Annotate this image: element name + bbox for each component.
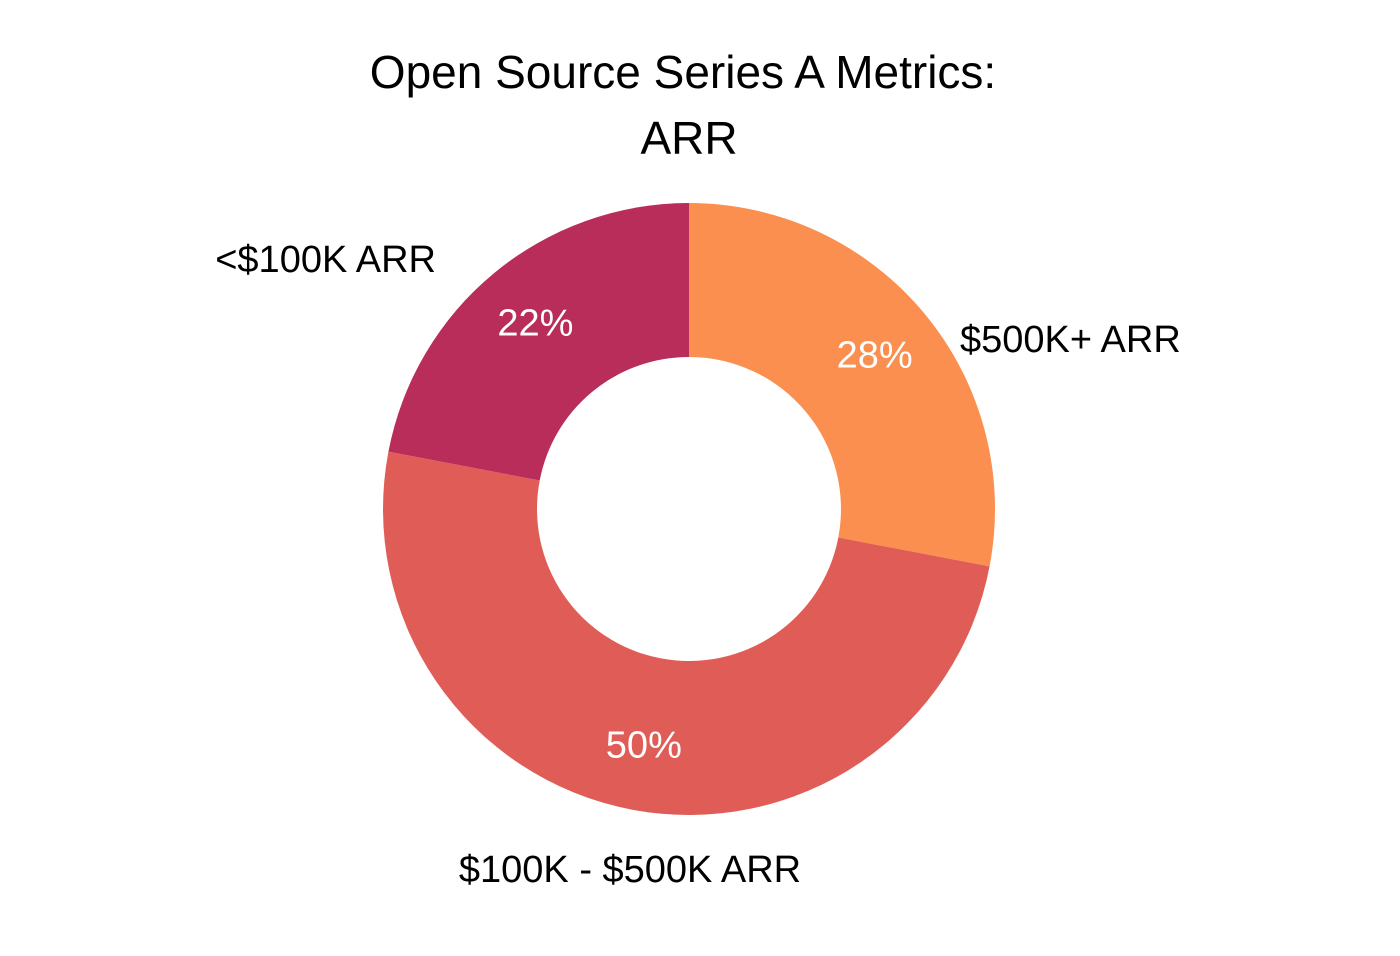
chart-title-line-2: ARR [640, 112, 737, 164]
percent-label-100k-500k-arr: 50% [606, 725, 682, 767]
chart-title-line-1: Open Source Series A Metrics: [370, 46, 996, 98]
slice-100k-500k-arr [383, 451, 990, 815]
percent-labels: 28% 50% 22% [497, 302, 912, 766]
slice-label-500k-plus: $500K+ ARR [960, 319, 1181, 361]
slice-500k-arr [689, 203, 995, 567]
donut-slices [383, 203, 995, 815]
slice-label-under-100k: <$100K ARR [215, 239, 436, 281]
percent-label-100k-arr: 22% [497, 302, 573, 344]
slice-100k-arr [388, 203, 689, 481]
percent-label-500k-arr: 28% [837, 334, 913, 376]
slice-label-100k-500k: $100K - $500K ARR [459, 849, 801, 891]
